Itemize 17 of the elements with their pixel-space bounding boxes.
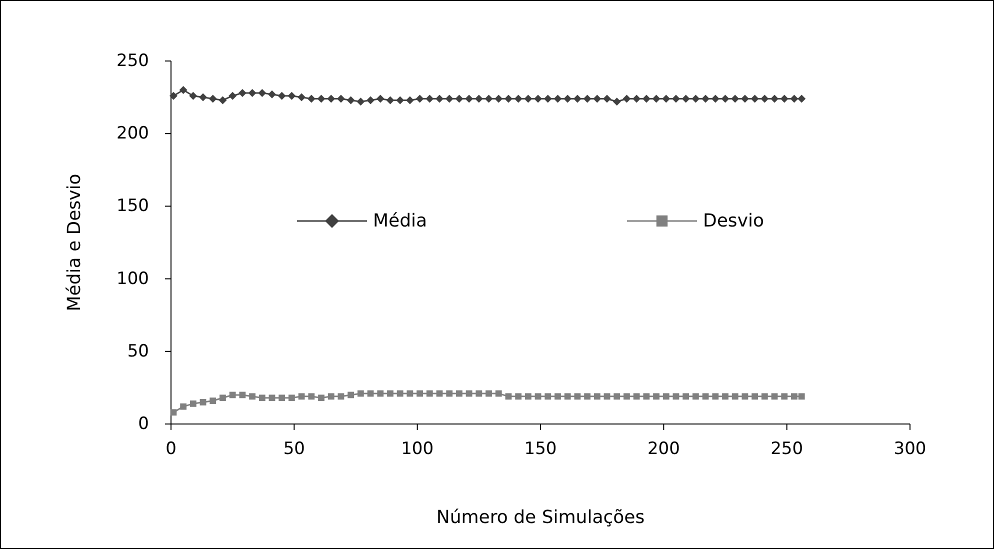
x-tick-label: 50 — [283, 439, 305, 459]
y-tick-label: 0 — [138, 414, 149, 434]
legend-label: Média — [373, 210, 428, 232]
y-tick-label: 100 — [116, 268, 149, 289]
x-tick-label: 0 — [166, 439, 176, 459]
y-tick-label: 150 — [116, 196, 149, 216]
y-tick-label: 250 — [116, 51, 149, 71]
x-tick-label: 150 — [524, 439, 557, 459]
x-tick-label: 200 — [647, 439, 680, 459]
x-tick-label: 250 — [770, 439, 804, 459]
y-axis-title: Média e Desvio — [64, 174, 85, 312]
y-tick-label: 200 — [116, 124, 149, 144]
x-tick-label: 100 — [401, 439, 434, 459]
legend-label: Desvio — [703, 210, 764, 232]
x-axis-title: Número de Simulações — [436, 507, 645, 528]
x-tick-label: 300 — [894, 439, 926, 459]
y-tick-label: 50 — [127, 341, 149, 362]
